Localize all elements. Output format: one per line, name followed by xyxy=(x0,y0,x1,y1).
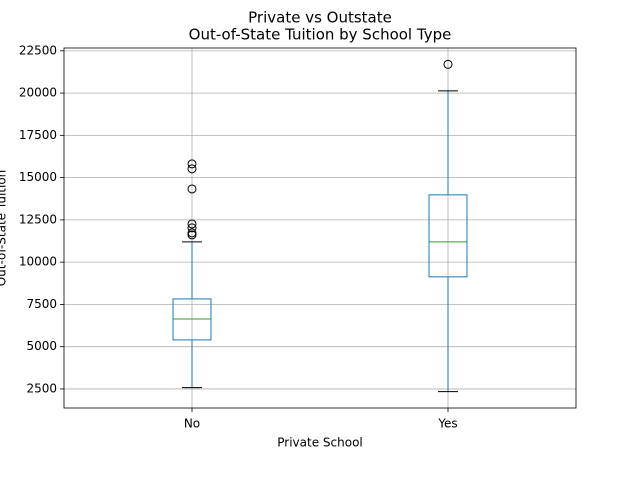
x-tick-label: No xyxy=(184,417,200,431)
flier xyxy=(187,164,197,174)
y-tick-label: 15000 xyxy=(19,170,57,184)
flier xyxy=(187,159,197,169)
flier xyxy=(187,184,197,194)
axes-frame xyxy=(63,47,577,409)
chart-title: Out-of-State Tuition by School Type xyxy=(189,26,452,44)
y-tick-label: 5000 xyxy=(26,339,57,353)
y-tick-label: 12500 xyxy=(19,212,57,226)
plot-area: 2500 5000 7500 10000 12500 15000 17500 20000 225… xyxy=(19,43,577,431)
x-axis-label: Private School xyxy=(277,436,363,450)
flier xyxy=(443,59,453,69)
y-tick-label: 2500 xyxy=(26,381,57,395)
chart-suptitle: Private vs Outstate xyxy=(248,9,392,27)
flier xyxy=(187,230,197,240)
flier xyxy=(187,223,197,233)
y-tick-label: 20000 xyxy=(19,86,57,100)
x-tick-label: Yes xyxy=(437,417,457,431)
y-tick-label: 10000 xyxy=(19,255,57,269)
y-tick-label: 7500 xyxy=(26,297,57,311)
box xyxy=(428,194,468,278)
flier xyxy=(187,219,197,229)
y-tick-label: 17500 xyxy=(19,128,57,142)
y-tick-label: 22500 xyxy=(19,43,57,57)
y-axis-label: Out-of-State Tuition xyxy=(0,170,9,287)
